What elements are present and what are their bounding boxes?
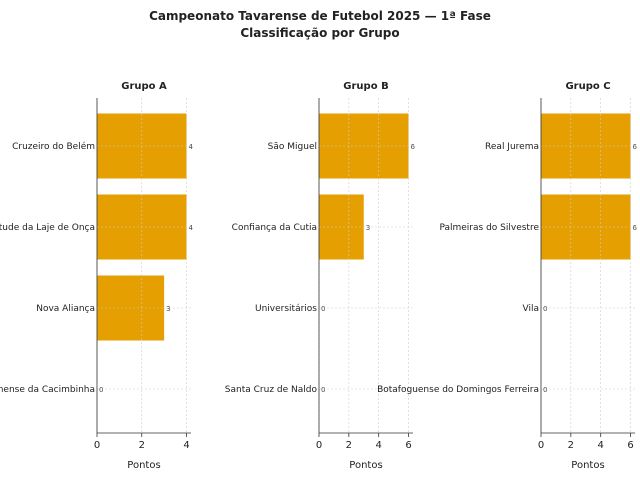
category-label: Juventude da Laje de Onça (0, 223, 95, 233)
value-label: 0 (321, 305, 325, 313)
x-tick-label: 2 (568, 440, 574, 451)
panel-grupo-b: Grupo B São Miguel 6 Confiança da Cutia 3 Uni… (225, 81, 416, 471)
x-tick-label: 4 (597, 440, 603, 451)
x-tick-label: 0 (538, 440, 544, 451)
value-label: 3 (366, 224, 370, 232)
value-label: 3 (166, 305, 170, 313)
category-label: Palmeiras do Silvestre (439, 223, 539, 233)
category-label: Vila (523, 304, 539, 314)
category-label: Confiança da Cutia (232, 223, 317, 233)
x-axis-label: Pontos (127, 460, 160, 471)
value-label: 6 (633, 224, 638, 232)
category-label: Cruzeiro do Belém (12, 141, 95, 152)
panel-grupo-a: Grupo A Cruzeiro do Belém 4 Juventude da La… (0, 81, 194, 471)
x-tick-label: 0 (316, 440, 322, 451)
x-tick-label: 6 (405, 440, 411, 451)
chart-subtitle: Classificação por Grupo (240, 26, 399, 40)
value-label: 6 (411, 143, 416, 151)
value-label: 0 (543, 305, 547, 313)
x-tick-label: 4 (183, 440, 189, 451)
x-tick-label: 0 (94, 440, 100, 451)
value-label: 0 (99, 386, 103, 394)
value-label: 0 (321, 386, 325, 394)
x-axis-label: Pontos (571, 460, 604, 471)
panel-grupo-c: Grupo C Real Jurema 6 Palmeiras do Silvestr… (377, 81, 637, 471)
category-label: Nova Aliança (36, 304, 95, 314)
value-label: 6 (633, 143, 638, 151)
bar (319, 194, 364, 260)
category-label: Botafoguense do Domingos Ferreira (377, 385, 539, 395)
category-label: Fluminense da Cacimbinha (0, 385, 95, 395)
panel-title: Grupo B (343, 81, 388, 92)
value-label: 0 (543, 386, 547, 394)
panel-title: Grupo C (565, 81, 610, 92)
x-tick-label: 4 (375, 440, 381, 451)
x-tick-label: 2 (139, 440, 145, 451)
value-label: 4 (189, 224, 194, 232)
category-label: São Miguel (268, 142, 317, 152)
x-axis-label: Pontos (349, 460, 382, 471)
chart-title: Campeonato Tavarense de Futebol 2025 — 1… (149, 9, 491, 23)
category-label: Universitários (255, 304, 317, 314)
category-label: Santa Cruz de Naldo (225, 385, 318, 395)
category-label: Real Jurema (485, 142, 539, 152)
x-tick-label: 2 (346, 440, 352, 451)
panel-title: Grupo A (121, 81, 167, 92)
x-tick-label: 6 (627, 440, 633, 451)
value-label: 4 (189, 143, 194, 151)
